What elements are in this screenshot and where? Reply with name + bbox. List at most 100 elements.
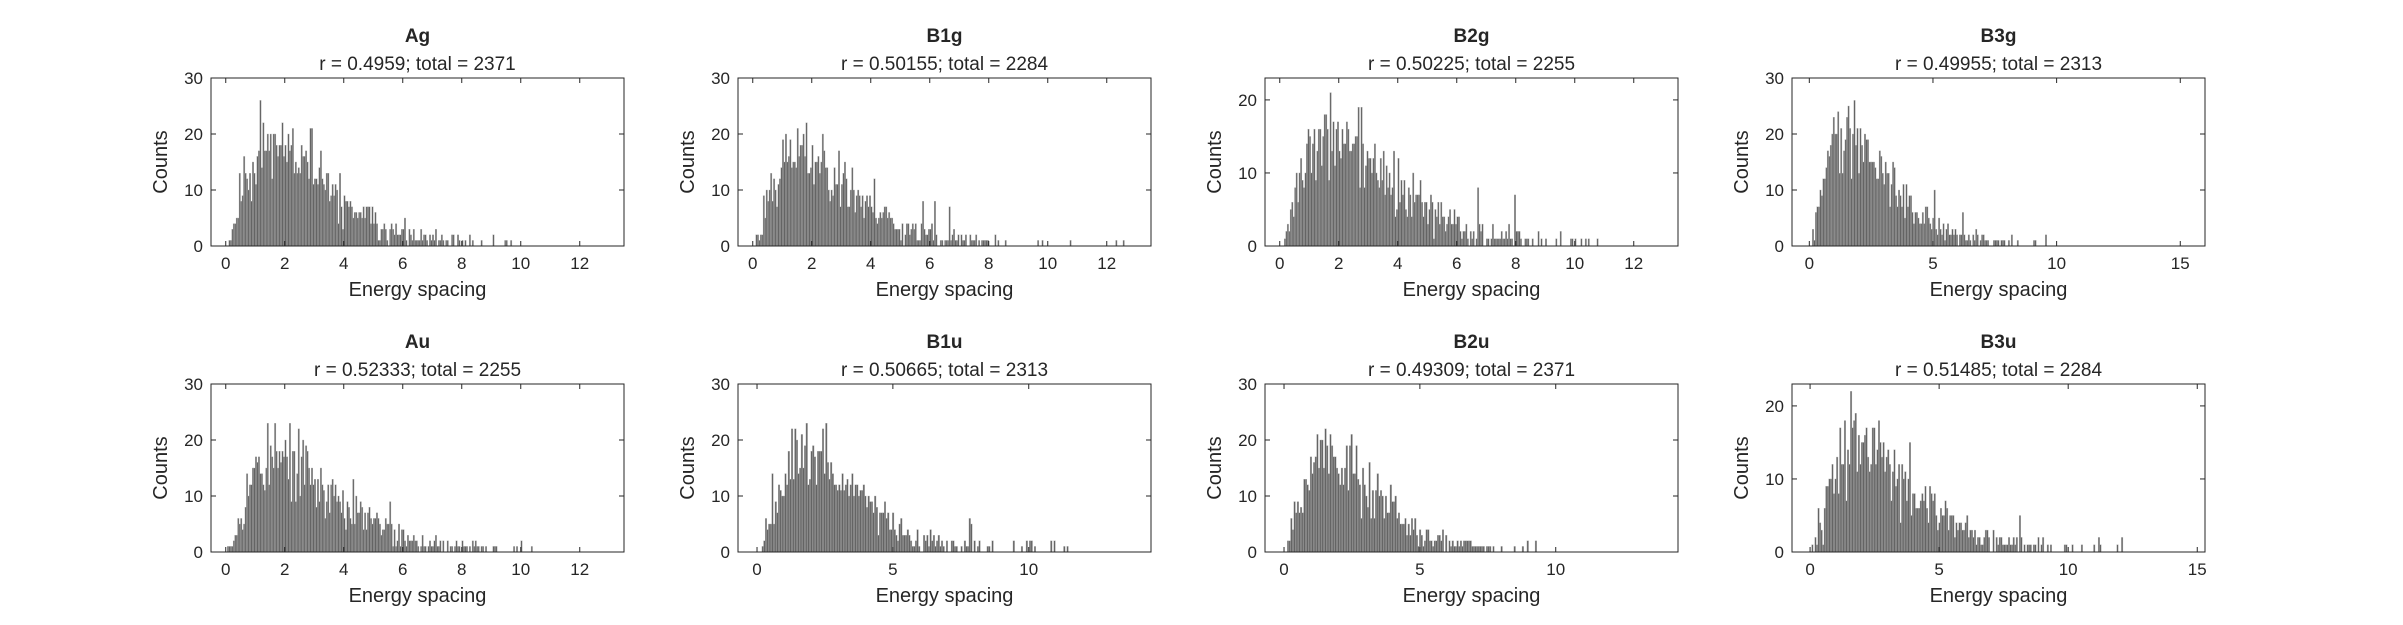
histogram-bar — [919, 240, 922, 247]
histogram-bar — [291, 451, 294, 553]
histogram-bar — [237, 518, 240, 553]
histogram-bar — [418, 240, 421, 247]
histogram-bar — [504, 240, 507, 247]
histogram-bar — [824, 167, 827, 247]
histogram-bar — [1360, 518, 1363, 553]
histogram-bar — [1901, 206, 1903, 247]
histogram-bar — [2049, 544, 2052, 553]
histogram-bar — [1596, 238, 1599, 247]
histogram-bar — [955, 546, 958, 553]
histogram-bar — [976, 546, 979, 553]
panel-title: B2u — [1454, 332, 1490, 353]
histogram-bar — [412, 535, 415, 553]
histogram-bar — [1004, 240, 1007, 247]
histogram-bar — [1905, 184, 1908, 247]
histogram-bar — [759, 234, 762, 247]
histogram-bar — [1478, 223, 1481, 247]
histogram-bar — [505, 240, 508, 247]
histogram-bar — [314, 178, 316, 247]
panel-ag: 0 2 4 6 8 10 12 0 10 20 30 Ag r = 0.4959; total = 23… — [150, 26, 625, 301]
y-tick-label: 10 — [1765, 470, 1784, 489]
histogram-bar — [1376, 180, 1379, 247]
histogram-bar — [451, 234, 454, 247]
histogram-bar — [776, 206, 779, 247]
histogram-bar — [311, 128, 313, 247]
histogram-bar — [457, 546, 459, 553]
histogram-bar — [787, 156, 790, 247]
histogram-bar — [399, 546, 402, 553]
histogram-bar — [886, 217, 889, 247]
histogram-bar — [1908, 195, 1911, 247]
histogram-bar — [804, 445, 807, 553]
histogram-bar — [314, 479, 316, 553]
histogram-bar — [1369, 158, 1372, 247]
x-tick-label: 6 — [398, 254, 407, 273]
histogram-bar — [404, 217, 406, 247]
histogram-bar — [807, 173, 809, 247]
histogram-bar — [1363, 187, 1366, 247]
histogram-bar — [1834, 478, 1837, 553]
histogram-bar — [1380, 490, 1383, 553]
histogram-bar — [1966, 515, 1969, 553]
histogram-bar — [262, 122, 265, 247]
histogram-bar — [395, 223, 398, 247]
x-tick-label: 2 — [1334, 254, 1343, 273]
histogram-bar — [1297, 201, 1300, 247]
histogram-bar — [1914, 212, 1917, 247]
histogram-bar — [350, 206, 353, 247]
histogram-bar — [1291, 201, 1294, 247]
histogram-bar — [887, 512, 890, 553]
histogram-bar — [241, 529, 244, 553]
histogram-bar — [384, 229, 387, 247]
histogram-bar — [1918, 507, 1921, 553]
histogram-bar — [1918, 223, 1921, 247]
histogram-bar — [424, 546, 427, 553]
histogram-bar — [1288, 540, 1291, 553]
x-axis-label: Energy spacing — [1930, 585, 2068, 607]
histogram-bar — [1360, 107, 1363, 247]
histogram-bar — [855, 195, 858, 247]
histogram-bar — [934, 546, 937, 553]
histogram-bar — [880, 217, 883, 247]
histogram-bar — [950, 540, 953, 553]
histogram-bar — [1909, 442, 1911, 553]
histogram-bar — [1450, 546, 1453, 553]
histogram-bar — [1974, 529, 1976, 553]
histogram-bar — [2033, 240, 2036, 247]
histogram-bar — [1348, 150, 1351, 247]
histogram-bar — [1836, 456, 1839, 553]
histogram-bar — [1584, 238, 1587, 247]
y-axis-label: Counts — [1204, 130, 1226, 193]
histogram-bar — [874, 217, 877, 247]
histogram-bar — [802, 467, 805, 553]
histogram-bar — [1895, 195, 1898, 247]
panel-subtitle: r = 0.51485; total = 2284 — [1895, 360, 2102, 381]
histogram-bar — [1308, 490, 1311, 553]
histogram-bar — [1316, 150, 1319, 247]
histogram-bar — [1944, 240, 1946, 247]
histogram-bar — [463, 546, 465, 553]
histogram-bar — [1868, 161, 1871, 247]
histogram-bar — [1428, 540, 1431, 553]
histogram-bar — [1329, 434, 1332, 553]
histogram-bar — [988, 546, 991, 553]
y-axis-label: Counts — [150, 436, 172, 499]
histogram-bar — [985, 240, 988, 247]
histogram-bar — [373, 223, 375, 247]
histogram-bar — [1288, 231, 1291, 247]
histogram-bar — [1540, 238, 1543, 247]
histogram-bar — [346, 501, 349, 553]
histogram-bar — [864, 201, 867, 247]
histogram-bar — [1298, 512, 1301, 553]
histogram-bar — [937, 535, 940, 553]
histogram-bar — [1433, 540, 1436, 553]
histogram-bar — [861, 490, 864, 553]
histogram-bar — [268, 484, 271, 553]
histogram-bar — [1570, 238, 1572, 247]
histogram-bar — [1830, 478, 1832, 553]
histogram-bar — [455, 540, 458, 553]
histogram-bar — [241, 195, 244, 247]
histogram-bar — [1437, 201, 1440, 247]
histogram-bar — [289, 150, 291, 247]
x-tick-label: 2 — [280, 254, 289, 273]
